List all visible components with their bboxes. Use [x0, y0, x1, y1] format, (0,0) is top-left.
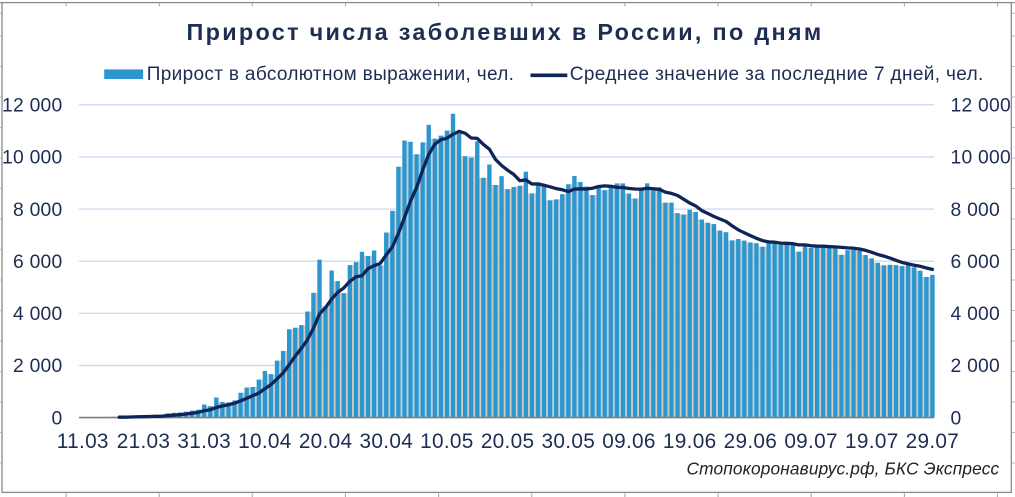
svg-text:6 000: 6 000 — [13, 252, 63, 273]
svg-text:8 000: 8 000 — [13, 200, 63, 221]
svg-text:10.04: 10.04 — [238, 430, 292, 453]
svg-text:8 000: 8 000 — [951, 200, 1001, 221]
svg-text:30.04: 30.04 — [360, 430, 414, 453]
svg-text:30.05: 30.05 — [542, 430, 596, 453]
svg-text:4 000: 4 000 — [13, 304, 63, 325]
svg-text:6 000: 6 000 — [951, 252, 1001, 273]
svg-text:31.03: 31.03 — [177, 430, 231, 453]
svg-text:10 000: 10 000 — [2, 148, 62, 169]
svg-text:4 000: 4 000 — [951, 304, 1001, 325]
svg-text:Прирост в абсолютном выражении: Прирост в абсолютном выражении, чел. — [147, 64, 514, 85]
svg-text:10 000: 10 000 — [951, 148, 1011, 169]
svg-text:20.05: 20.05 — [481, 430, 535, 453]
svg-text:21.03: 21.03 — [117, 430, 171, 453]
svg-text:09.06: 09.06 — [602, 430, 656, 453]
svg-text:0: 0 — [951, 408, 962, 429]
svg-text:2 000: 2 000 — [13, 356, 63, 377]
svg-text:19.06: 19.06 — [663, 430, 717, 453]
svg-text:10.05: 10.05 — [420, 430, 474, 453]
svg-text:09.07: 09.07 — [784, 430, 838, 453]
svg-text:29.07: 29.07 — [906, 430, 960, 453]
svg-text:19.07: 19.07 — [845, 430, 899, 453]
svg-text:11.03: 11.03 — [57, 430, 109, 453]
svg-text:2 000: 2 000 — [951, 356, 1001, 377]
svg-text:Среднее значение за последние: Среднее значение за последние 7 дней, че… — [570, 64, 984, 85]
svg-text:0: 0 — [52, 408, 63, 429]
svg-text:Стопокоронавирус.рф, БКС Экспр: Стопокоронавирус.рф, БКС Экспресс — [686, 459, 999, 479]
svg-text:Прирост числа заболевших в Рос: Прирост числа заболевших в России, по дн… — [187, 19, 824, 45]
svg-text:20.04: 20.04 — [299, 430, 353, 453]
svg-text:12 000: 12 000 — [951, 96, 1011, 117]
svg-text:29.06: 29.06 — [724, 430, 778, 453]
svg-text:12 000: 12 000 — [2, 96, 62, 117]
